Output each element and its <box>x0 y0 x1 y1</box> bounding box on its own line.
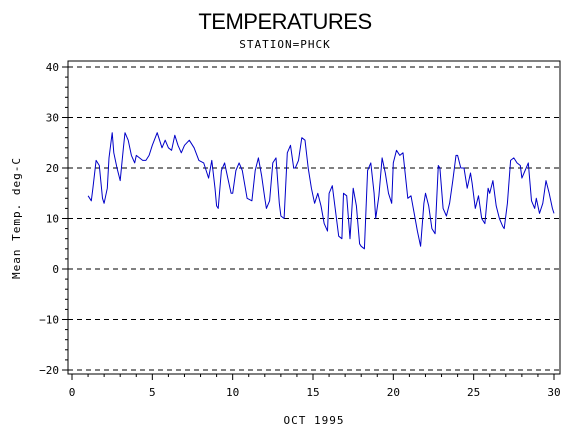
plot-frame <box>67 60 561 375</box>
x-tick-label-2: 10 <box>226 386 239 399</box>
x-tick-label-3: 15 <box>306 386 319 399</box>
x-tick-label-4: 20 <box>387 386 400 399</box>
series-layer <box>87 132 555 250</box>
y-tick-label-6: 40 <box>46 61 59 74</box>
x-tick-label-1: 5 <box>149 386 156 399</box>
chart-title: TEMPERATURES <box>198 9 371 34</box>
series-line-0 <box>87 132 555 250</box>
y-tick-label-0: −20 <box>39 364 59 377</box>
chart-subtitle: STATION=PHCK <box>239 38 330 51</box>
x-tick-label-0: 0 <box>69 386 76 399</box>
axes: −20 −10 0 10 20 30 40 0 5 10 15 20 25 30 <box>39 61 561 399</box>
y-tick-label-4: 20 <box>46 162 59 175</box>
x-axis-label: OCT 1995 <box>284 414 345 427</box>
x-tick-label-6: 30 <box>547 386 560 399</box>
gridlines <box>68 66 560 371</box>
y-tick-label-2: 0 <box>52 263 59 276</box>
x-tick-label-5: 25 <box>467 386 480 399</box>
y-tick-label-5: 30 <box>46 112 59 125</box>
y-tick-label-3: 10 <box>46 213 59 226</box>
y-axis-label: Mean Temp. deg-C <box>10 157 23 279</box>
y-tick-label-1: −10 <box>39 314 59 327</box>
